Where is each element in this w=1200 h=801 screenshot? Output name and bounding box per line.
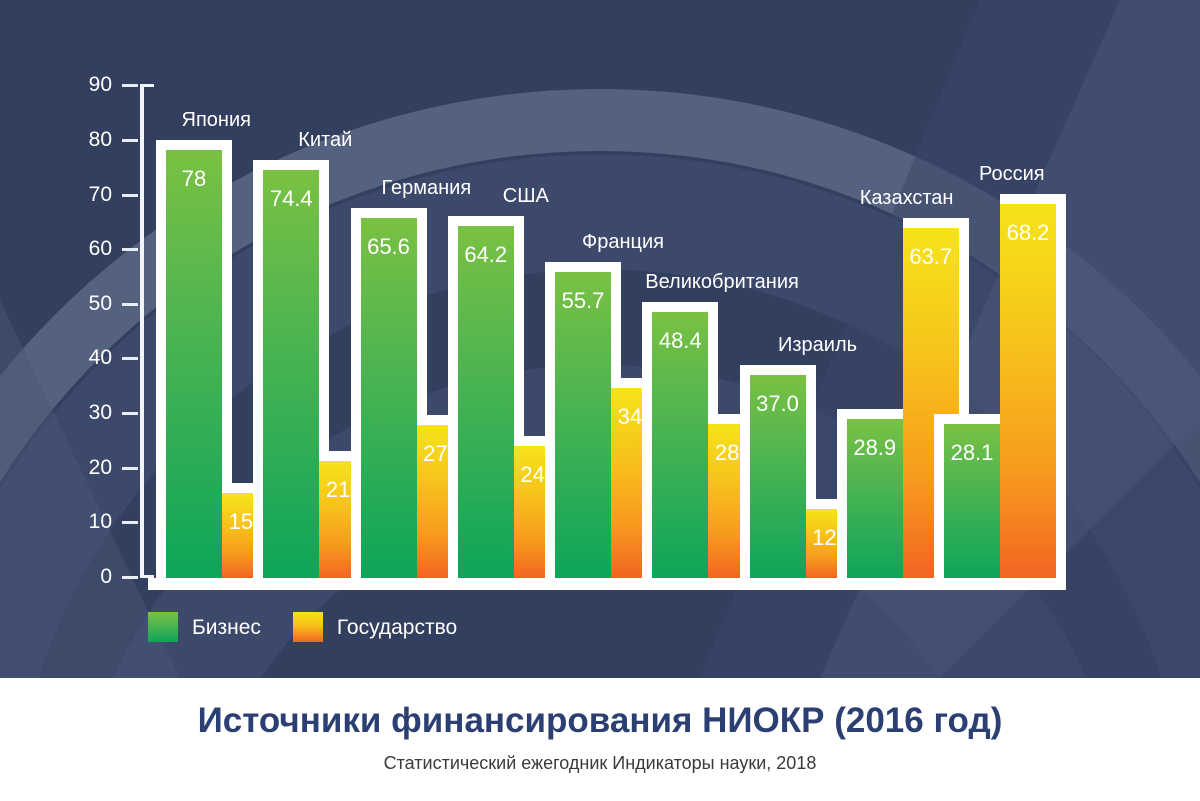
y-tick-50 [122,303,138,306]
green-gradient-swatch-icon [148,612,178,642]
bar-business[interactable] [652,312,709,578]
y-axis-top-cap [140,84,154,87]
y-tick-90 [122,84,138,87]
y-tick-10 [122,521,138,524]
bar-business[interactable] [555,272,611,578]
y-tick-label-20: 20 [88,456,112,479]
y-tick-label-50: 50 [88,292,112,315]
chart-subtitle: Статистический ежегодник Индикаторы наук… [383,753,817,773]
legend-label-business: Бизнес [192,615,261,639]
bar-value-business: 55.7 [561,288,605,314]
orange-gradient-swatch-icon [292,612,323,642]
bar-business[interactable] [166,149,222,578]
y-tick-40 [122,357,138,360]
plot-area: 78 15.4 Япония 74.4 21.3 Китай 65.6 27.9 Германи… [148,84,1066,578]
bar-business[interactable] [944,423,1000,578]
bar-government[interactable] [1000,203,1056,578]
category-label: США [502,184,549,207]
y-axis-bottom-cap [140,575,154,578]
footer: Источники финансирования НИОКР (2016 год… [0,678,1200,801]
category-label: Великобритания [645,271,799,294]
category-label: Франция [582,231,664,254]
bar-group: 28.1 68.2 [934,193,1066,578]
y-tick-label-90: 90 [88,73,112,96]
bar-business[interactable] [360,217,417,578]
category-label: Казахстан [859,187,954,210]
bar-value-business: 28.1 [950,439,994,465]
category-label: Германия [381,176,472,199]
bar-business[interactable] [846,419,903,578]
bar-value-business: 48.4 [658,328,702,354]
y-tick-70 [122,194,138,197]
bar-business[interactable] [457,225,514,578]
bar-business[interactable] [263,169,320,578]
y-tick-label-30: 30 [88,401,112,424]
bar-value-business: 28.9 [853,435,897,461]
bar-value-business: 65.6 [367,233,410,259]
category-label: Китай [298,128,353,151]
bar-business[interactable] [749,374,806,578]
bar-value-business: 78 [181,165,207,191]
y-tick-label-70: 70 [88,183,112,206]
y-tick-0 [122,576,138,579]
y-tick-label-0: 0 [100,565,112,588]
y-tick-60 [122,248,138,251]
y-tick-30 [122,412,138,415]
legend-item-business[interactable]: Бизнес [148,612,261,642]
category-label: Россия [979,162,1045,185]
y-tick-80 [122,139,138,142]
bar-value-government: 63.7 [909,244,953,270]
legend-label-government: Государство [336,615,458,639]
y-tick-label-40: 40 [88,346,112,369]
category-label: Япония [181,108,251,131]
bar-value-business: 37.0 [756,390,799,416]
y-tick-20 [122,467,138,470]
bar-group: 64.2 24.0 [447,215,580,578]
y-axis-line [140,84,144,578]
legend: Бизнес Государство [148,612,457,642]
y-tick-label-10: 10 [88,510,112,533]
bar-value-business: 64.2 [464,241,508,267]
legend-item-government[interactable]: Государство [292,612,458,642]
baseline-strip [148,578,1066,590]
bar-value-government: 68.2 [1006,219,1050,245]
category-label: Израиль [778,333,858,356]
y-tick-label-80: 80 [88,128,112,151]
bar-value-business: 74.4 [269,185,313,211]
chart-title: Источники финансирования НИОКР (2016 год… [197,701,1003,740]
y-tick-label-60: 60 [88,237,112,260]
